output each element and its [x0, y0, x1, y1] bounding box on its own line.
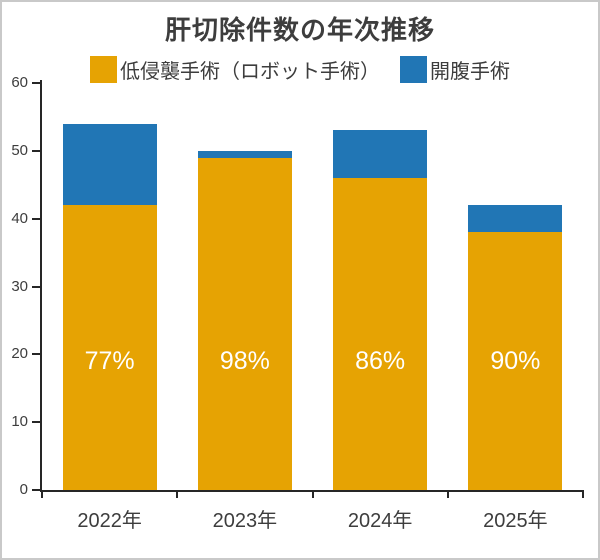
- bar-percentage-label: 86%: [355, 347, 406, 375]
- y-axis-tick-label: 10: [11, 413, 28, 431]
- x-axis-tick: [582, 490, 584, 498]
- legend-item-minimally-invasive-surgery: 低侵襲手術（ロボット手術）: [90, 55, 380, 84]
- y-axis-tick-label: 30: [11, 277, 28, 295]
- x-axis-category-label: 2025年: [483, 510, 548, 532]
- legend-swatch-orange: [90, 55, 117, 83]
- x-axis-tick: [176, 490, 179, 498]
- x-axis-category-label: 2023年: [212, 510, 278, 532]
- x-axis-tick: [311, 490, 314, 498]
- x-axis-category-label: 2024年: [347, 510, 413, 532]
- y-axis-tick-label: 40: [11, 209, 28, 227]
- y-axis-tick: [32, 82, 40, 84]
- bar-segment-minimally-invasive: [333, 177, 428, 490]
- bar-segment-minimally-invasive: [197, 157, 292, 490]
- bar-segment-open-surgery: [197, 150, 292, 158]
- bar-percentage-label: 98%: [219, 347, 270, 375]
- legend-label-minimally-invasive-surgery: 低侵襲手術（ロボット手術）: [120, 60, 380, 83]
- y-axis-tick-label: 0: [19, 481, 28, 498]
- bar-segment-open-surgery: [468, 205, 563, 233]
- bar-segment-open-surgery: [62, 123, 157, 206]
- y-axis-tick-label: 20: [11, 345, 28, 363]
- y-axis-tick: [32, 353, 40, 356]
- bar-segment-minimally-invasive: [62, 205, 157, 490]
- y-axis-tick: [32, 285, 40, 288]
- y-axis-line: [40, 80, 42, 492]
- chart-title: 肝切除件数の年次推移: [164, 15, 435, 45]
- y-axis-tick: [32, 149, 40, 152]
- y-axis-tick: [32, 489, 40, 491]
- legend-label-open-surgery: 開腹手術: [430, 60, 510, 83]
- bar-percentage-label: 77%: [84, 347, 135, 375]
- legend: 低侵襲手術（ロボット手術） 開腹手術: [2, 54, 598, 84]
- y-axis-tick-label: 50: [11, 141, 28, 159]
- x-axis-tick: [41, 490, 43, 498]
- legend-item-open-surgery: 開腹手術: [400, 55, 510, 84]
- x-axis-category-label: 2022年: [77, 510, 142, 532]
- y-axis-tick: [32, 421, 40, 424]
- x-axis-tick: [446, 490, 449, 498]
- y-axis-tick-label: 60: [11, 74, 28, 91]
- bar-segment-open-surgery: [333, 130, 428, 178]
- bar-percentage-label: 90%: [490, 347, 541, 375]
- y-axis-tick: [32, 217, 40, 220]
- legend-swatch-blue: [400, 55, 427, 83]
- bar-segment-minimally-invasive: [468, 232, 563, 490]
